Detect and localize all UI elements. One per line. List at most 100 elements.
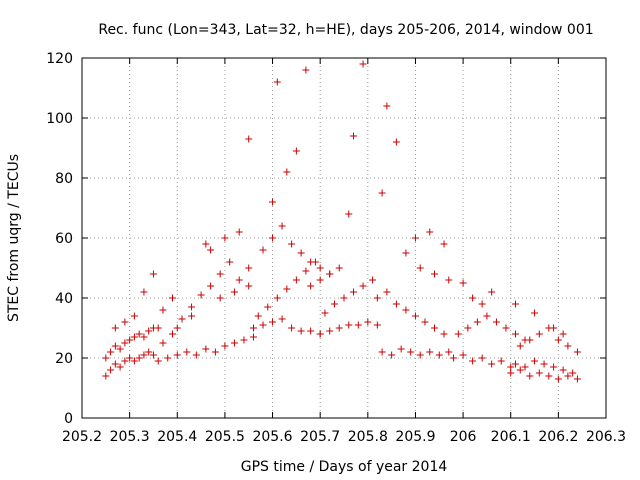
data-point [245,264,253,272]
data-point [573,348,581,356]
data-point [535,369,543,377]
data-point [359,60,367,68]
data-point [130,357,138,365]
data-point [483,312,491,320]
x-tick-label: 205.7 [300,429,340,445]
y-axis-label: STEC from uqrg / TECUs [6,154,22,322]
data-point [507,363,515,371]
data-point [107,348,115,356]
data-point [102,354,110,362]
data-point [107,366,115,374]
data-point [154,357,162,365]
data-point [245,135,253,143]
data-point [345,321,353,329]
data-point [211,348,219,356]
data-point [421,318,429,326]
data-point [388,351,396,359]
data-point [269,234,277,242]
data-point [392,300,400,308]
data-point [121,357,129,365]
data-point [445,348,453,356]
data-point [307,282,315,290]
data-point [302,267,310,275]
data-point [164,354,172,362]
data-point [316,276,324,284]
data-point [173,324,181,332]
x-tick-label: 205.9 [395,429,435,445]
data-point [159,339,167,347]
data-point [269,198,277,206]
x-tick-label: 205.8 [348,429,388,445]
data-point [478,354,486,362]
data-point [559,366,567,374]
data-point [145,327,153,335]
data-point [550,363,558,371]
data-point [350,288,358,296]
data-point [316,330,324,338]
data-point [359,282,367,290]
data-point [249,333,257,341]
data-point [407,348,415,356]
data-point [511,300,519,308]
data-point [340,294,348,302]
data-point [554,336,562,344]
data-point [240,336,248,344]
data-point [145,348,153,356]
data-point [459,351,467,359]
data-point [221,342,229,350]
data-point [159,306,167,314]
data-point [130,333,138,341]
data-point [216,270,224,278]
data-point [545,372,553,380]
data-point [288,324,296,332]
data-point [521,363,529,371]
data-point [345,210,353,218]
x-tick-label: 206 [450,429,477,445]
x-axis-label: GPS time / Days of year 2014 [241,459,448,475]
data-point [259,321,267,329]
data-point [535,330,543,338]
data-point [297,327,305,335]
data-point [307,327,315,335]
data-point [178,315,186,323]
data-point [564,342,572,350]
data-point [516,366,524,374]
data-point [416,351,424,359]
data-point [226,258,234,266]
y-tick-label: 60 [55,231,73,247]
x-tick-label: 205.4 [157,429,197,445]
data-point [559,330,567,338]
data-point [335,324,343,332]
data-point [121,318,129,326]
data-point [207,246,215,254]
data-point [126,336,134,344]
data-point [169,294,177,302]
data-point [492,318,500,326]
x-tick-label: 206.3 [586,429,626,445]
data-point [426,228,434,236]
data-point [288,240,296,248]
y-tick-label: 40 [55,291,73,307]
data-point [511,360,519,368]
data-point [531,357,539,365]
data-point [126,354,134,362]
data-point [464,324,472,332]
data-point [516,342,524,350]
data-point [540,360,548,368]
data-point [354,321,362,329]
data-point [488,360,496,368]
data-point [230,339,238,347]
data-point [431,324,439,332]
data-point [440,330,448,338]
data-point [573,375,581,383]
data-point [111,324,119,332]
data-point [230,288,238,296]
data-point [373,321,381,329]
data-point [130,312,138,320]
data-point [378,348,386,356]
data-point [292,276,300,284]
data-point [216,294,224,302]
data-point [192,351,200,359]
plot-frame [81,57,607,419]
